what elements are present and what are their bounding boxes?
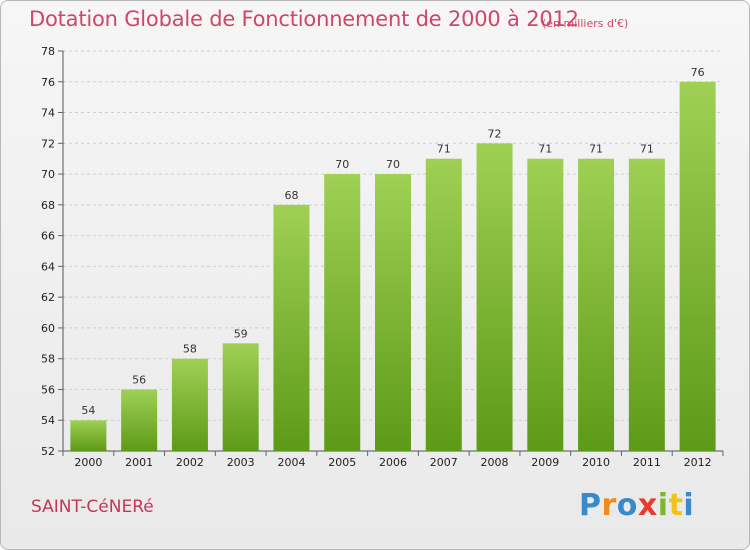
x-tick-label: 2001: [125, 456, 153, 469]
commune-name: SAINT-CéNERé: [31, 497, 154, 517]
bar: [476, 143, 513, 452]
x-tick-labels: 2000 2001 2002 2003 2004 2005 2006 2007 2008 2009…: [62, 451, 724, 469]
x-tick-label: 2008: [481, 456, 509, 469]
bar: [324, 174, 361, 452]
data-label: 70: [335, 158, 349, 171]
data-label: 56: [132, 373, 146, 386]
data-label: 70: [386, 158, 400, 171]
data-label: 71: [437, 143, 451, 156]
bar: [578, 158, 615, 451]
y-tick-label: 68: [41, 199, 55, 212]
y-tick-label: 60: [41, 322, 55, 335]
y-tick-label: 78: [41, 45, 55, 58]
y-tick-label: 72: [41, 137, 55, 150]
y-tick-label: 58: [41, 353, 55, 366]
y-tick-label: 64: [41, 260, 55, 273]
bar: [171, 358, 208, 451]
chart-title: Dotation Globale de Fonctionnement de 20…: [29, 7, 579, 31]
bar: [527, 158, 564, 451]
x-tick-label: 2007: [430, 456, 458, 469]
y-tick-label: 66: [41, 230, 55, 243]
bar: [679, 81, 716, 452]
x-tick-label: 2004: [277, 456, 305, 469]
x-tick-label: 2000: [74, 456, 102, 469]
x-tick-label: 2009: [531, 456, 559, 469]
x-tick-label: 2011: [633, 456, 661, 469]
data-label: 71: [538, 143, 552, 156]
proxiti-logo: Proxiti: [579, 488, 695, 523]
data-label: 59: [234, 327, 248, 340]
bar: [273, 204, 310, 451]
x-tick-label: 2003: [227, 456, 255, 469]
bar: [628, 158, 665, 451]
y-tick-labels: 52 54 56 58 60 62 64 66 68 70 72 74 76 78: [41, 45, 55, 458]
data-label: 71: [640, 143, 654, 156]
data-label: 76: [691, 66, 705, 79]
data-label: 54: [81, 404, 95, 417]
y-tick-label: 76: [41, 76, 55, 89]
bar: [70, 420, 107, 451]
bar: [425, 158, 462, 451]
y-tick-label: 54: [41, 414, 55, 427]
x-tick-label: 2002: [176, 456, 204, 469]
bar: [121, 389, 158, 451]
data-label: 72: [488, 127, 502, 140]
x-tick-label: 2005: [328, 456, 356, 469]
y-tick-label: 70: [41, 168, 55, 181]
x-tick-label: 2012: [684, 456, 712, 469]
data-label: 58: [183, 343, 197, 356]
bar: [375, 174, 411, 452]
data-label: 68: [284, 189, 298, 202]
y-tick-label: 52: [41, 445, 55, 458]
y-tick-label: 62: [41, 291, 55, 304]
y-tick-label: 74: [41, 107, 55, 120]
x-tick-label: 2010: [582, 456, 610, 469]
unit-label: (en milliers d'€): [542, 17, 629, 30]
x-tick-label: 2006: [379, 456, 407, 469]
y-tick-label: 56: [41, 383, 55, 396]
bars: [70, 81, 716, 452]
bar: [222, 343, 259, 451]
data-label: 71: [589, 143, 603, 156]
data-labels: 54 56 58 59 68 70 70 71 72 71 71 71 76: [81, 66, 704, 417]
